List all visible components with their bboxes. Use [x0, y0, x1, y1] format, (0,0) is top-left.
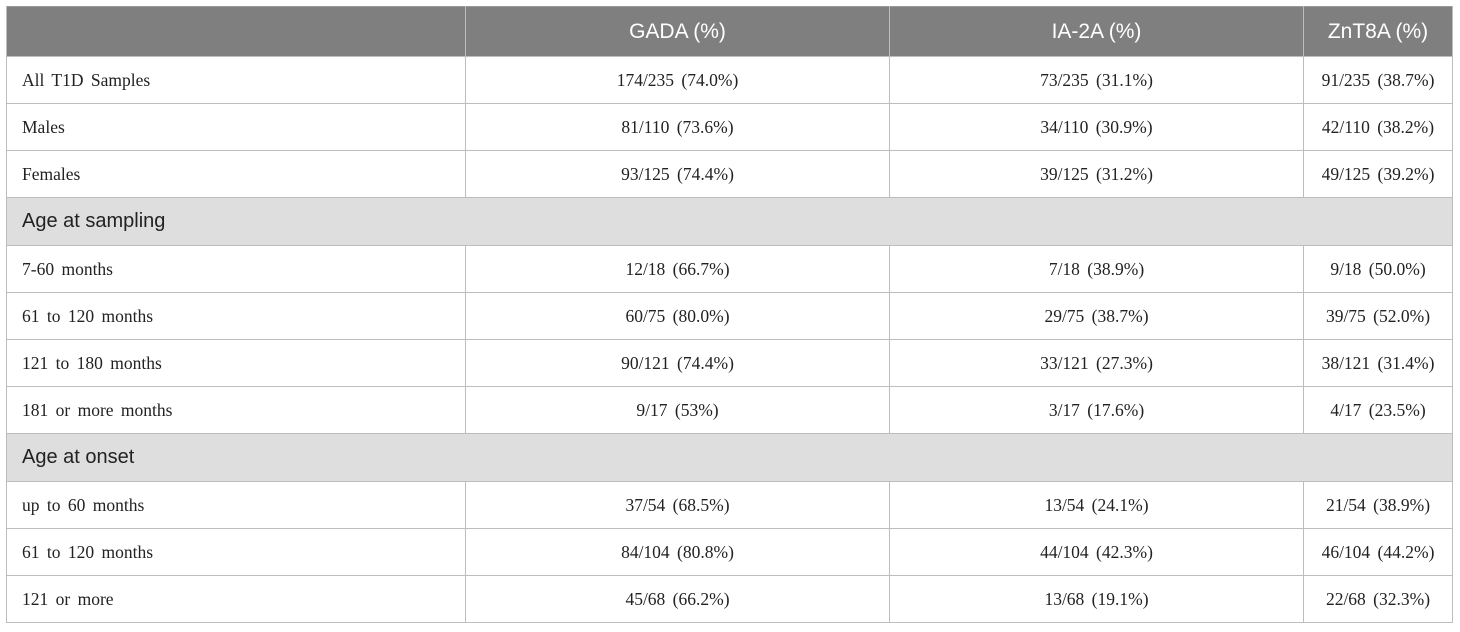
gada-cell: 45/68 (66.2%)	[465, 575, 890, 623]
znt8a-cell: 49/125 (39.2%)	[1303, 150, 1453, 198]
znt8a-cell: 39/75 (52.0%)	[1303, 292, 1453, 340]
gada-cell: 37/54 (68.5%)	[465, 481, 890, 529]
section-row-age-at-sampling: Age at sampling	[6, 197, 1453, 246]
znt8a-cell: 42/110 (38.2%)	[1303, 103, 1453, 151]
row-label: 61 to 120 months	[6, 292, 466, 340]
table-row: Males 81/110 (73.6%) 34/110 (30.9%) 42/1…	[6, 103, 1453, 151]
gada-cell: 174/235 (74.0%)	[465, 56, 890, 104]
znt8a-cell: 46/104 (44.2%)	[1303, 528, 1453, 576]
table-row: 181 or more months 9/17 (53%) 3/17 (17.6…	[6, 386, 1453, 434]
table-row: up to 60 months 37/54 (68.5%) 13/54 (24.…	[6, 481, 1453, 529]
znt8a-cell: 91/235 (38.7%)	[1303, 56, 1453, 104]
table-row: 61 to 120 months 60/75 (80.0%) 29/75 (38…	[6, 292, 1453, 340]
znt8a-cell: 9/18 (50.0%)	[1303, 245, 1453, 293]
row-label: up to 60 months	[6, 481, 466, 529]
ia2a-cell: 3/17 (17.6%)	[889, 386, 1304, 434]
gada-cell: 93/125 (74.4%)	[465, 150, 890, 198]
section-title: Age at onset	[6, 433, 1453, 482]
ia2a-cell: 7/18 (38.9%)	[889, 245, 1304, 293]
row-label: 181 or more months	[6, 386, 466, 434]
table-row: Females 93/125 (74.4%) 39/125 (31.2%) 49…	[6, 150, 1453, 198]
gada-cell: 60/75 (80.0%)	[465, 292, 890, 340]
ia2a-cell: 73/235 (31.1%)	[889, 56, 1304, 104]
znt8a-cell: 38/121 (31.4%)	[1303, 339, 1453, 387]
znt8a-cell: 21/54 (38.9%)	[1303, 481, 1453, 529]
gada-cell: 9/17 (53%)	[465, 386, 890, 434]
table-row: All T1D Samples 174/235 (74.0%) 73/235 (…	[6, 56, 1453, 104]
section-title: Age at sampling	[6, 197, 1453, 246]
ia2a-cell: 34/110 (30.9%)	[889, 103, 1304, 151]
table-row: 61 to 120 months 84/104 (80.8%) 44/104 (…	[6, 528, 1453, 576]
gada-cell: 81/110 (73.6%)	[465, 103, 890, 151]
table-header: GADA (%) IA-2A (%) ZnT8A (%)	[6, 6, 1453, 57]
znt8a-cell: 22/68 (32.3%)	[1303, 575, 1453, 623]
table-row: 121 or more 45/68 (66.2%) 13/68 (19.1%) …	[6, 575, 1453, 623]
row-label: 121 to 180 months	[6, 339, 466, 387]
znt8a-cell: 4/17 (23.5%)	[1303, 386, 1453, 434]
header-cell-znt8a: ZnT8A (%)	[1303, 6, 1453, 57]
ia2a-cell: 33/121 (27.3%)	[889, 339, 1304, 387]
section-row-age-at-onset: Age at onset	[6, 433, 1453, 482]
autoantibody-prevalence-table: GADA (%) IA-2A (%) ZnT8A (%) All T1D Sam…	[6, 6, 1453, 623]
row-label: Females	[6, 150, 466, 198]
row-label: 7-60 months	[6, 245, 466, 293]
header-cell-group	[6, 6, 466, 57]
row-label: All T1D Samples	[6, 56, 466, 104]
gada-cell: 90/121 (74.4%)	[465, 339, 890, 387]
row-label: 121 or more	[6, 575, 466, 623]
ia2a-cell: 44/104 (42.3%)	[889, 528, 1304, 576]
header-cell-gada: GADA (%)	[465, 6, 890, 57]
table-row: 7-60 months 12/18 (66.7%) 7/18 (38.9%) 9…	[6, 245, 1453, 293]
table-row: 121 to 180 months 90/121 (74.4%) 33/121 …	[6, 339, 1453, 387]
ia2a-cell: 39/125 (31.2%)	[889, 150, 1304, 198]
ia2a-cell: 13/54 (24.1%)	[889, 481, 1304, 529]
header-cell-ia2a: IA-2A (%)	[889, 6, 1304, 57]
gada-cell: 84/104 (80.8%)	[465, 528, 890, 576]
gada-cell: 12/18 (66.7%)	[465, 245, 890, 293]
header-row: GADA (%) IA-2A (%) ZnT8A (%)	[6, 6, 1453, 57]
ia2a-cell: 29/75 (38.7%)	[889, 292, 1304, 340]
ia2a-cell: 13/68 (19.1%)	[889, 575, 1304, 623]
row-label: Males	[6, 103, 466, 151]
table-body: All T1D Samples 174/235 (74.0%) 73/235 (…	[6, 56, 1453, 623]
row-label: 61 to 120 months	[6, 528, 466, 576]
